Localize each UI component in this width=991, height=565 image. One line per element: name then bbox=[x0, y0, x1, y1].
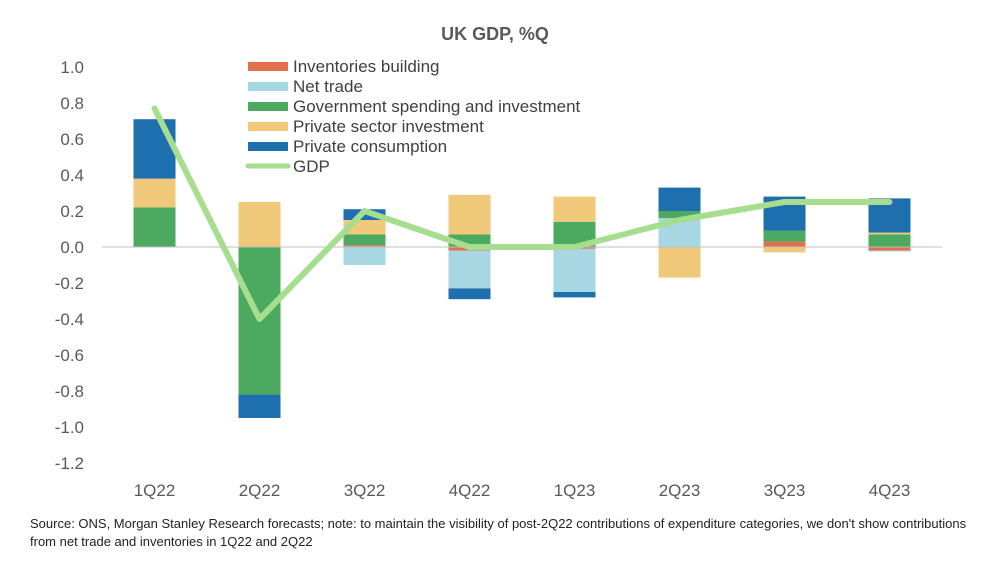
x-tick-label: 2Q22 bbox=[239, 481, 281, 500]
bar-government-spending-and-investment bbox=[868, 234, 911, 247]
bar-government-spending-and-investment bbox=[133, 207, 176, 247]
y-tick-label: -1.0 bbox=[55, 418, 84, 437]
bar-net-trade bbox=[448, 250, 491, 289]
y-tick-label: 0.0 bbox=[60, 238, 84, 257]
bar-net-trade bbox=[343, 247, 386, 265]
y-tick-label: -0.2 bbox=[55, 274, 84, 293]
bar-private-sector-investment bbox=[448, 194, 491, 235]
bar-private-consumption bbox=[658, 187, 701, 211]
y-tick-label: 0.4 bbox=[60, 166, 84, 185]
x-tick-label: 4Q23 bbox=[869, 481, 911, 500]
x-tick-label: 3Q23 bbox=[764, 481, 806, 500]
legend-label-private-sector-investment: Private sector investment bbox=[293, 117, 484, 136]
y-tick-label: 0.8 bbox=[60, 94, 84, 113]
bar-private-sector-investment bbox=[133, 178, 176, 208]
y-tick-label: -1.2 bbox=[55, 454, 84, 473]
gdp-line bbox=[151, 105, 893, 322]
y-tick-label: 0.6 bbox=[60, 130, 84, 149]
x-tick-label: 3Q22 bbox=[344, 481, 386, 500]
legend-swatch-net-trade bbox=[248, 82, 288, 91]
y-axis: 1.0 0.8 0.6 0.4 0.2 0.0 -0.2 -0.4 -0.6 -0.8 -1.0 -1… bbox=[55, 58, 84, 473]
legend-label-inventories-building: Inventories building bbox=[293, 57, 439, 76]
legend-label-private-consumption: Private consumption bbox=[293, 137, 447, 156]
source-note: Source: ONS, Morgan Stanley Research for… bbox=[30, 516, 967, 549]
bar-private-sector-investment bbox=[868, 232, 911, 235]
legend-swatch-private-sector-investment bbox=[248, 122, 288, 131]
legend-swatch-private-consumption bbox=[248, 142, 288, 151]
legend-label-government-spending-and-investment: Government spending and investment bbox=[293, 97, 581, 116]
bar-private-sector-investment bbox=[658, 247, 701, 278]
y-tick-label: -0.4 bbox=[55, 310, 84, 329]
legend-swatch-inventories-building bbox=[248, 62, 288, 71]
y-tick-label: -0.8 bbox=[55, 382, 84, 401]
bar-private-consumption bbox=[133, 119, 176, 179]
x-axis: 1Q22 2Q22 3Q22 4Q22 1Q23 2Q23 3Q23 4Q23 bbox=[134, 481, 911, 500]
bar-private-sector-investment bbox=[763, 247, 806, 253]
bar-private-consumption bbox=[448, 288, 491, 300]
y-tick-label: 0.2 bbox=[60, 202, 84, 221]
bar-net-trade bbox=[553, 248, 596, 292]
legend-label-gdp: GDP bbox=[293, 157, 330, 176]
bar-government-spending-and-investment bbox=[343, 234, 386, 246]
bars bbox=[133, 119, 911, 418]
x-tick-label: 2Q23 bbox=[659, 481, 701, 500]
bar-private-consumption bbox=[238, 394, 281, 418]
bar-inventories-building bbox=[868, 247, 911, 251]
chart-title: UK GDP, %Q bbox=[441, 24, 549, 44]
legend-label-net-trade: Net trade bbox=[293, 77, 363, 96]
y-tick-label: -0.6 bbox=[55, 346, 84, 365]
bar-private-sector-investment bbox=[238, 202, 281, 247]
bar-private-sector-investment bbox=[553, 196, 596, 222]
x-tick-label: 1Q22 bbox=[134, 481, 176, 500]
bar-inventories-building bbox=[343, 245, 386, 247]
bar-government-spending-and-investment bbox=[658, 211, 701, 219]
y-tick-label: 1.0 bbox=[60, 58, 84, 77]
chart: UK GDP, %Q 1.0 0.8 0.6 0.4 0.2 0.0 -0.2 -0.4 -0.… bbox=[55, 24, 942, 500]
x-tick-label: 4Q22 bbox=[449, 481, 491, 500]
legend-swatch-government-spending-and-investment bbox=[248, 102, 288, 111]
bar-government-spending-and-investment bbox=[763, 230, 806, 242]
bar-private-consumption bbox=[553, 292, 596, 298]
x-tick-label: 1Q23 bbox=[554, 481, 596, 500]
bar-inventories-building bbox=[763, 241, 806, 247]
bar-net-trade bbox=[868, 250, 911, 252]
